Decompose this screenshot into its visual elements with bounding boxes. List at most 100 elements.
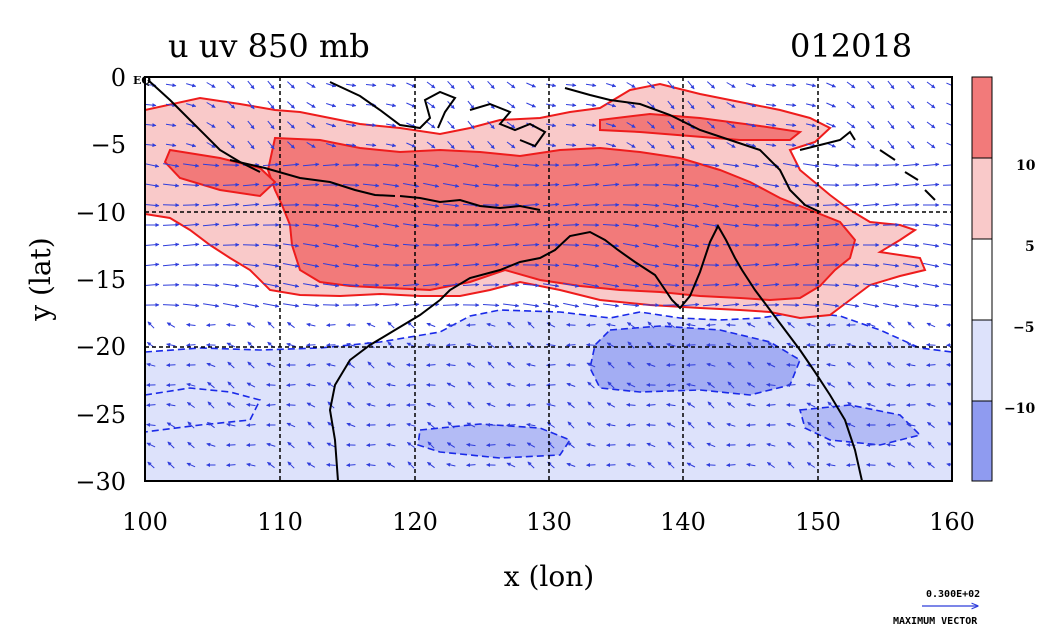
- wind-vector: [426, 101, 436, 109]
- wind-vector: [606, 143, 617, 148]
- wind-vector: [862, 222, 880, 227]
- wind-vector: [187, 421, 195, 429]
- wind-vector: [765, 83, 777, 88]
- wind-vector: [166, 422, 176, 428]
- wind-vector: [322, 162, 340, 167]
- wind-vector: [802, 183, 820, 188]
- wind-vector: [246, 402, 256, 407]
- wind-vector: [165, 83, 177, 88]
- wind-vector: [386, 462, 396, 468]
- colorbar-label: −5: [1013, 320, 1034, 336]
- wind-vector: [883, 263, 900, 268]
- wind-vector: [422, 262, 440, 267]
- wind-vector: [723, 203, 740, 208]
- wind-vector: [662, 283, 680, 288]
- wind-vector: [486, 341, 495, 349]
- wind-vector: [923, 243, 940, 248]
- wind-vector: [307, 441, 315, 449]
- wind-vector: [147, 461, 155, 469]
- wind-vector: [346, 83, 357, 88]
- wind-vector: [926, 402, 936, 407]
- wind-vector: [386, 143, 397, 148]
- wind-vector: [222, 263, 240, 268]
- coastline-borneo: [329, 81, 457, 130]
- wind-vector: [466, 463, 476, 468]
- wind-vector: [567, 441, 575, 449]
- wind-vector: [147, 321, 155, 329]
- wind-vector: [346, 103, 357, 108]
- wind-vector: [226, 422, 236, 427]
- wind-vector: [666, 422, 676, 428]
- wind-vector: [827, 401, 835, 409]
- wind-vector: [326, 382, 336, 388]
- wind-vector: [762, 282, 780, 287]
- wind-vector: [846, 342, 856, 347]
- wind-vector: [386, 423, 396, 428]
- wind-vector: [346, 342, 356, 347]
- wind-vector: [582, 243, 600, 248]
- wind-vector: [846, 101, 856, 109]
- wind-vector: [886, 442, 896, 447]
- wind-vector: [926, 101, 936, 109]
- wind-vector: [706, 362, 716, 367]
- wind-vector: [545, 143, 557, 148]
- wind-vector: [386, 362, 396, 368]
- wind-vector: [406, 82, 416, 88]
- wind-vector: [267, 80, 275, 90]
- wind-vector: [507, 341, 515, 349]
- wind-vector: [702, 163, 720, 168]
- wind-vector: [887, 80, 895, 90]
- wind-vector: [383, 202, 400, 208]
- wind-vector: [867, 381, 875, 389]
- wind-vector: [726, 342, 736, 348]
- x-tick-label: 130: [526, 508, 572, 536]
- wind-vector: [306, 121, 316, 129]
- wind-vector: [343, 203, 360, 208]
- wind-vector: [347, 381, 355, 389]
- wind-vector: [762, 203, 780, 208]
- wind-vector: [406, 142, 416, 148]
- wind-vector: [906, 422, 916, 427]
- wind-vector: [706, 323, 716, 328]
- wind-vector: [286, 402, 296, 407]
- wind-vector: [426, 141, 436, 149]
- wind-vector: [347, 401, 355, 409]
- wind-vector: [287, 461, 295, 469]
- reference-vector-caption: MAXIMUM VECTOR: [893, 616, 978, 627]
- colorbar-segment-strong-westerly: [971, 76, 993, 159]
- wind-vector: [863, 283, 880, 288]
- wind-vector: [507, 361, 515, 369]
- wind-vector: [546, 342, 556, 347]
- wind-vector: [563, 263, 580, 268]
- wind-vector: [287, 441, 295, 449]
- wind-vector: [423, 182, 440, 188]
- wind-vector: [623, 283, 640, 288]
- wind-vector: [902, 202, 920, 207]
- wind-vector: [263, 263, 280, 268]
- wind-vector: [362, 263, 380, 268]
- wind-vector: [267, 100, 275, 110]
- wind-vector: [706, 141, 716, 149]
- wind-vector: [306, 382, 316, 387]
- wind-vector: [646, 442, 656, 448]
- wind-vector: [286, 422, 296, 428]
- wind-vector: [203, 303, 220, 308]
- wind-vector: [565, 143, 577, 148]
- wind-vector: [163, 183, 180, 188]
- wind-vector: [846, 422, 856, 428]
- wind-vector: [723, 223, 740, 228]
- wind-vector: [346, 123, 357, 128]
- wind-vector: [567, 421, 575, 429]
- wind-vector: [546, 363, 556, 368]
- wind-vector: [182, 262, 200, 267]
- wind-vector: [746, 402, 756, 407]
- wind-vector: [746, 462, 756, 467]
- wind-vector: [323, 283, 340, 288]
- wind-vector: [802, 222, 820, 227]
- wind-vector: [562, 222, 580, 227]
- wind-vector: [926, 81, 936, 89]
- wind-vector: [586, 362, 596, 368]
- wind-vector: [606, 422, 616, 427]
- wind-vector: [765, 143, 777, 148]
- wind-vector: [207, 421, 215, 429]
